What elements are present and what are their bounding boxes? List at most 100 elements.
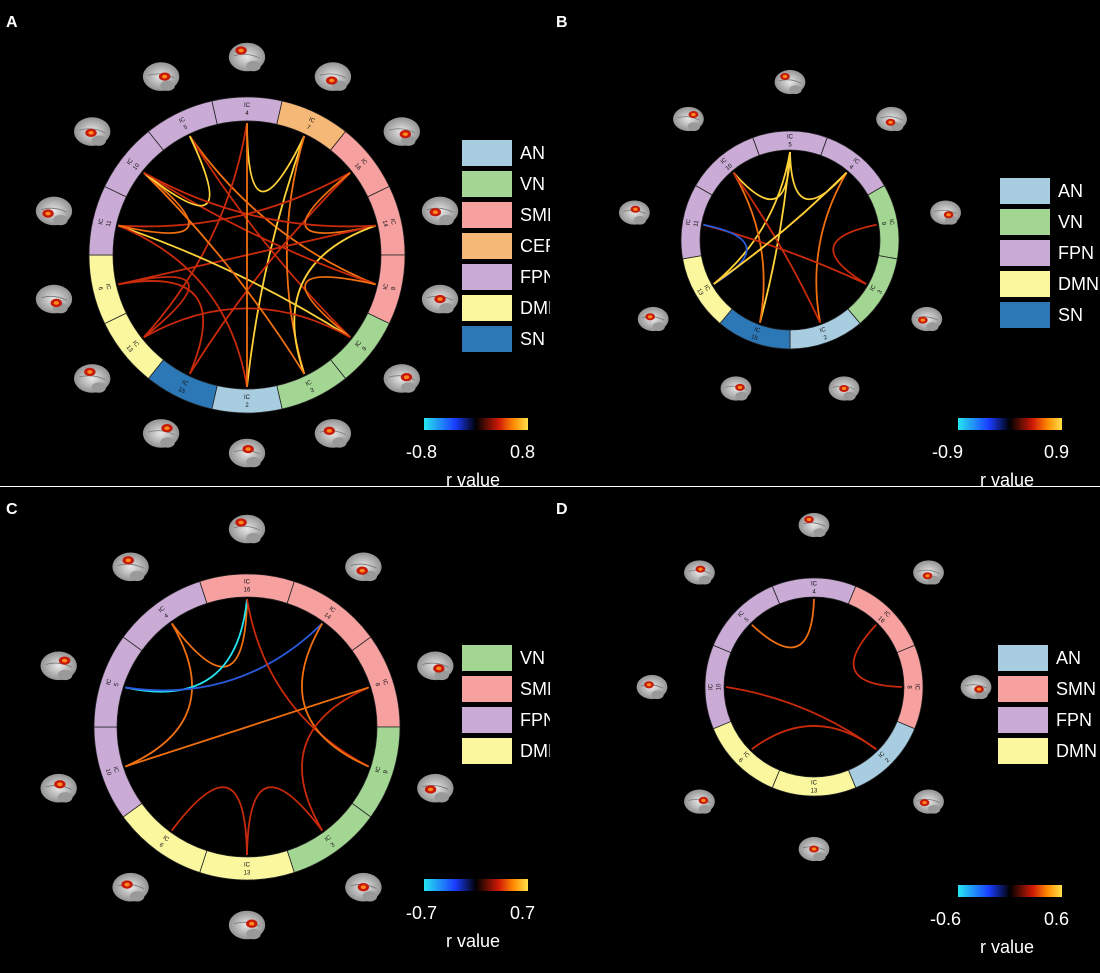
ring-label-prefix: IC (737, 610, 746, 619)
ring-label-prefix: IC (244, 395, 251, 401)
brain-thumbnail-ic-14 (421, 196, 459, 226)
legend-swatch (462, 171, 512, 197)
ring-label-prefix: IC (305, 380, 314, 388)
connection-10-2 (732, 172, 821, 324)
ring-label-prefix: IC (106, 678, 114, 686)
brain-thumbnail-ic-5 (774, 69, 806, 95)
legend-item-dmn: DMN (998, 738, 1097, 764)
ring-segment-ic-8 (351, 636, 401, 728)
brain-thumbnail-ic-13 (228, 910, 266, 940)
legend-item-fpn: FPN (998, 707, 1097, 733)
ring-label-prefix: IC (882, 610, 891, 619)
ring-label-ic-5: 5 (788, 143, 792, 149)
brain-thumbnail-ic-6 (684, 789, 715, 814)
legend-swatch (462, 295, 512, 321)
brain-thumbnail-ic-8 (960, 674, 992, 700)
ring-label-ic-6: 6 (737, 758, 744, 765)
legend-item-an: AN (462, 140, 561, 166)
legend-swatch (462, 202, 512, 228)
ring-segment-ic-10 (695, 137, 760, 196)
legend-label: VN (520, 173, 546, 194)
ring-label-prefix: IC (98, 218, 105, 226)
colorbar-title: r value (980, 937, 1035, 957)
connection-13-6 (118, 276, 190, 339)
ring-label-ic-9: 9 (880, 221, 887, 226)
legend-item-dmn: DMN (462, 738, 561, 764)
brain-thumbnail-ic-5 (684, 560, 715, 585)
legend-item-fpn: FPN (1000, 240, 1099, 266)
ring-label-ic-16: 16 (353, 163, 362, 172)
brain-thumbnail-ic-7 (314, 62, 352, 91)
ring-label-prefix: IC (787, 135, 794, 141)
ring-label-ic-7: 7 (305, 125, 311, 132)
colorbar-min-label: -0.8 (406, 442, 438, 462)
ring-label-ic-10: 10 (132, 162, 141, 171)
legend-swatch (1000, 178, 1050, 204)
legend-item-dmn: DMN (462, 295, 561, 321)
connection-9-3 (832, 223, 877, 285)
legend-label: VN (1058, 211, 1084, 232)
network-legend: AN SMN FPN DMN (998, 645, 1097, 769)
ring-label-ic-3: 3 (877, 289, 884, 295)
ring-label-ic-2: 2 (245, 403, 249, 409)
legend-swatch (462, 645, 512, 671)
legend-item-sn: SN (1000, 302, 1099, 328)
ring-label-prefix: IC (178, 116, 187, 124)
brain-thumbnail-ic-4 (876, 106, 907, 132)
ring-label-ic-4: 4 (848, 164, 855, 171)
brain-thumbnail-ic-11 (35, 196, 73, 226)
ring-label-ic-3: 3 (330, 842, 337, 849)
legend-label: AN (1058, 180, 1084, 201)
legend-swatch (1000, 209, 1050, 235)
colorbar-gradient (958, 885, 1062, 897)
connection-16-15 (188, 172, 351, 375)
ring-label-prefix: IC (753, 327, 761, 335)
ring-label-prefix: IC (720, 157, 729, 166)
ring-label-prefix: IC (158, 606, 167, 615)
brain-thumbnail-ic-13 (798, 836, 830, 862)
legend-swatch (462, 233, 512, 259)
brain-thumbnail-ic-4 (228, 42, 266, 72)
legend-swatch (1000, 302, 1050, 328)
ring-label-ic-6: 6 (96, 286, 103, 291)
brain-thumbnail-ic-3 (345, 872, 382, 902)
panel-b: IC 5 IC 4 IC 9 IC 3 IC 2 IC 15 IC 13 IC 11 IC 10 B AN VN FP… (550, 0, 1100, 490)
brain-thumbnail-ic-15 (720, 376, 752, 401)
connection-3-13 (246, 786, 323, 856)
ring-label-ic-13: 13 (244, 871, 251, 877)
ring-label-ic-11: 11 (693, 219, 700, 227)
panel-label: A (6, 14, 18, 31)
ring-label-prefix: IC (869, 284, 878, 293)
connection-5-13 (713, 151, 791, 285)
connection-11-10 (118, 171, 190, 234)
ring-label-prefix: IC (359, 158, 368, 167)
connection-5-9 (188, 135, 351, 338)
brain-thumbnail-ic-2 (828, 376, 860, 401)
connection-13-4 (713, 171, 848, 285)
colorbar-title: r value (446, 470, 501, 490)
brain-thumbnail-ic-8 (421, 284, 459, 314)
brain-thumbnail-ic-8 (417, 651, 454, 681)
connection-5-4 (751, 598, 815, 649)
ring-label-ic-3: 3 (310, 387, 316, 394)
ring-label-ic-5: 5 (114, 682, 121, 688)
ring-label-ic-13: 13 (811, 789, 818, 795)
panel-c: IC 16 IC 14 IC 8 IC 9 IC 3 IC 13 IC 6 IC 10 IC 5 IC 4 C VN S… (0, 487, 561, 973)
legend-swatch (462, 326, 512, 352)
connection-9-11 (118, 224, 351, 339)
brain-thumbnail-ic-11 (619, 200, 650, 225)
legend-label: VN (520, 647, 546, 668)
legend-label: DMN (1058, 273, 1099, 294)
ring-label-ic-11: 11 (106, 219, 113, 227)
ring-label-prefix: IC (852, 157, 861, 166)
brain-thumbnail-ic-4 (798, 512, 830, 538)
brain-thumbnail-ic-9 (417, 773, 454, 803)
legend-label: SN (520, 328, 546, 349)
ring-label-prefix: IC (702, 284, 711, 293)
connection-5-10 (143, 135, 211, 207)
connection-5-8 (188, 135, 377, 286)
connection-16-11 (118, 171, 351, 228)
ring-label-ic-13: 13 (125, 345, 134, 354)
connection-14-3 (293, 224, 376, 375)
